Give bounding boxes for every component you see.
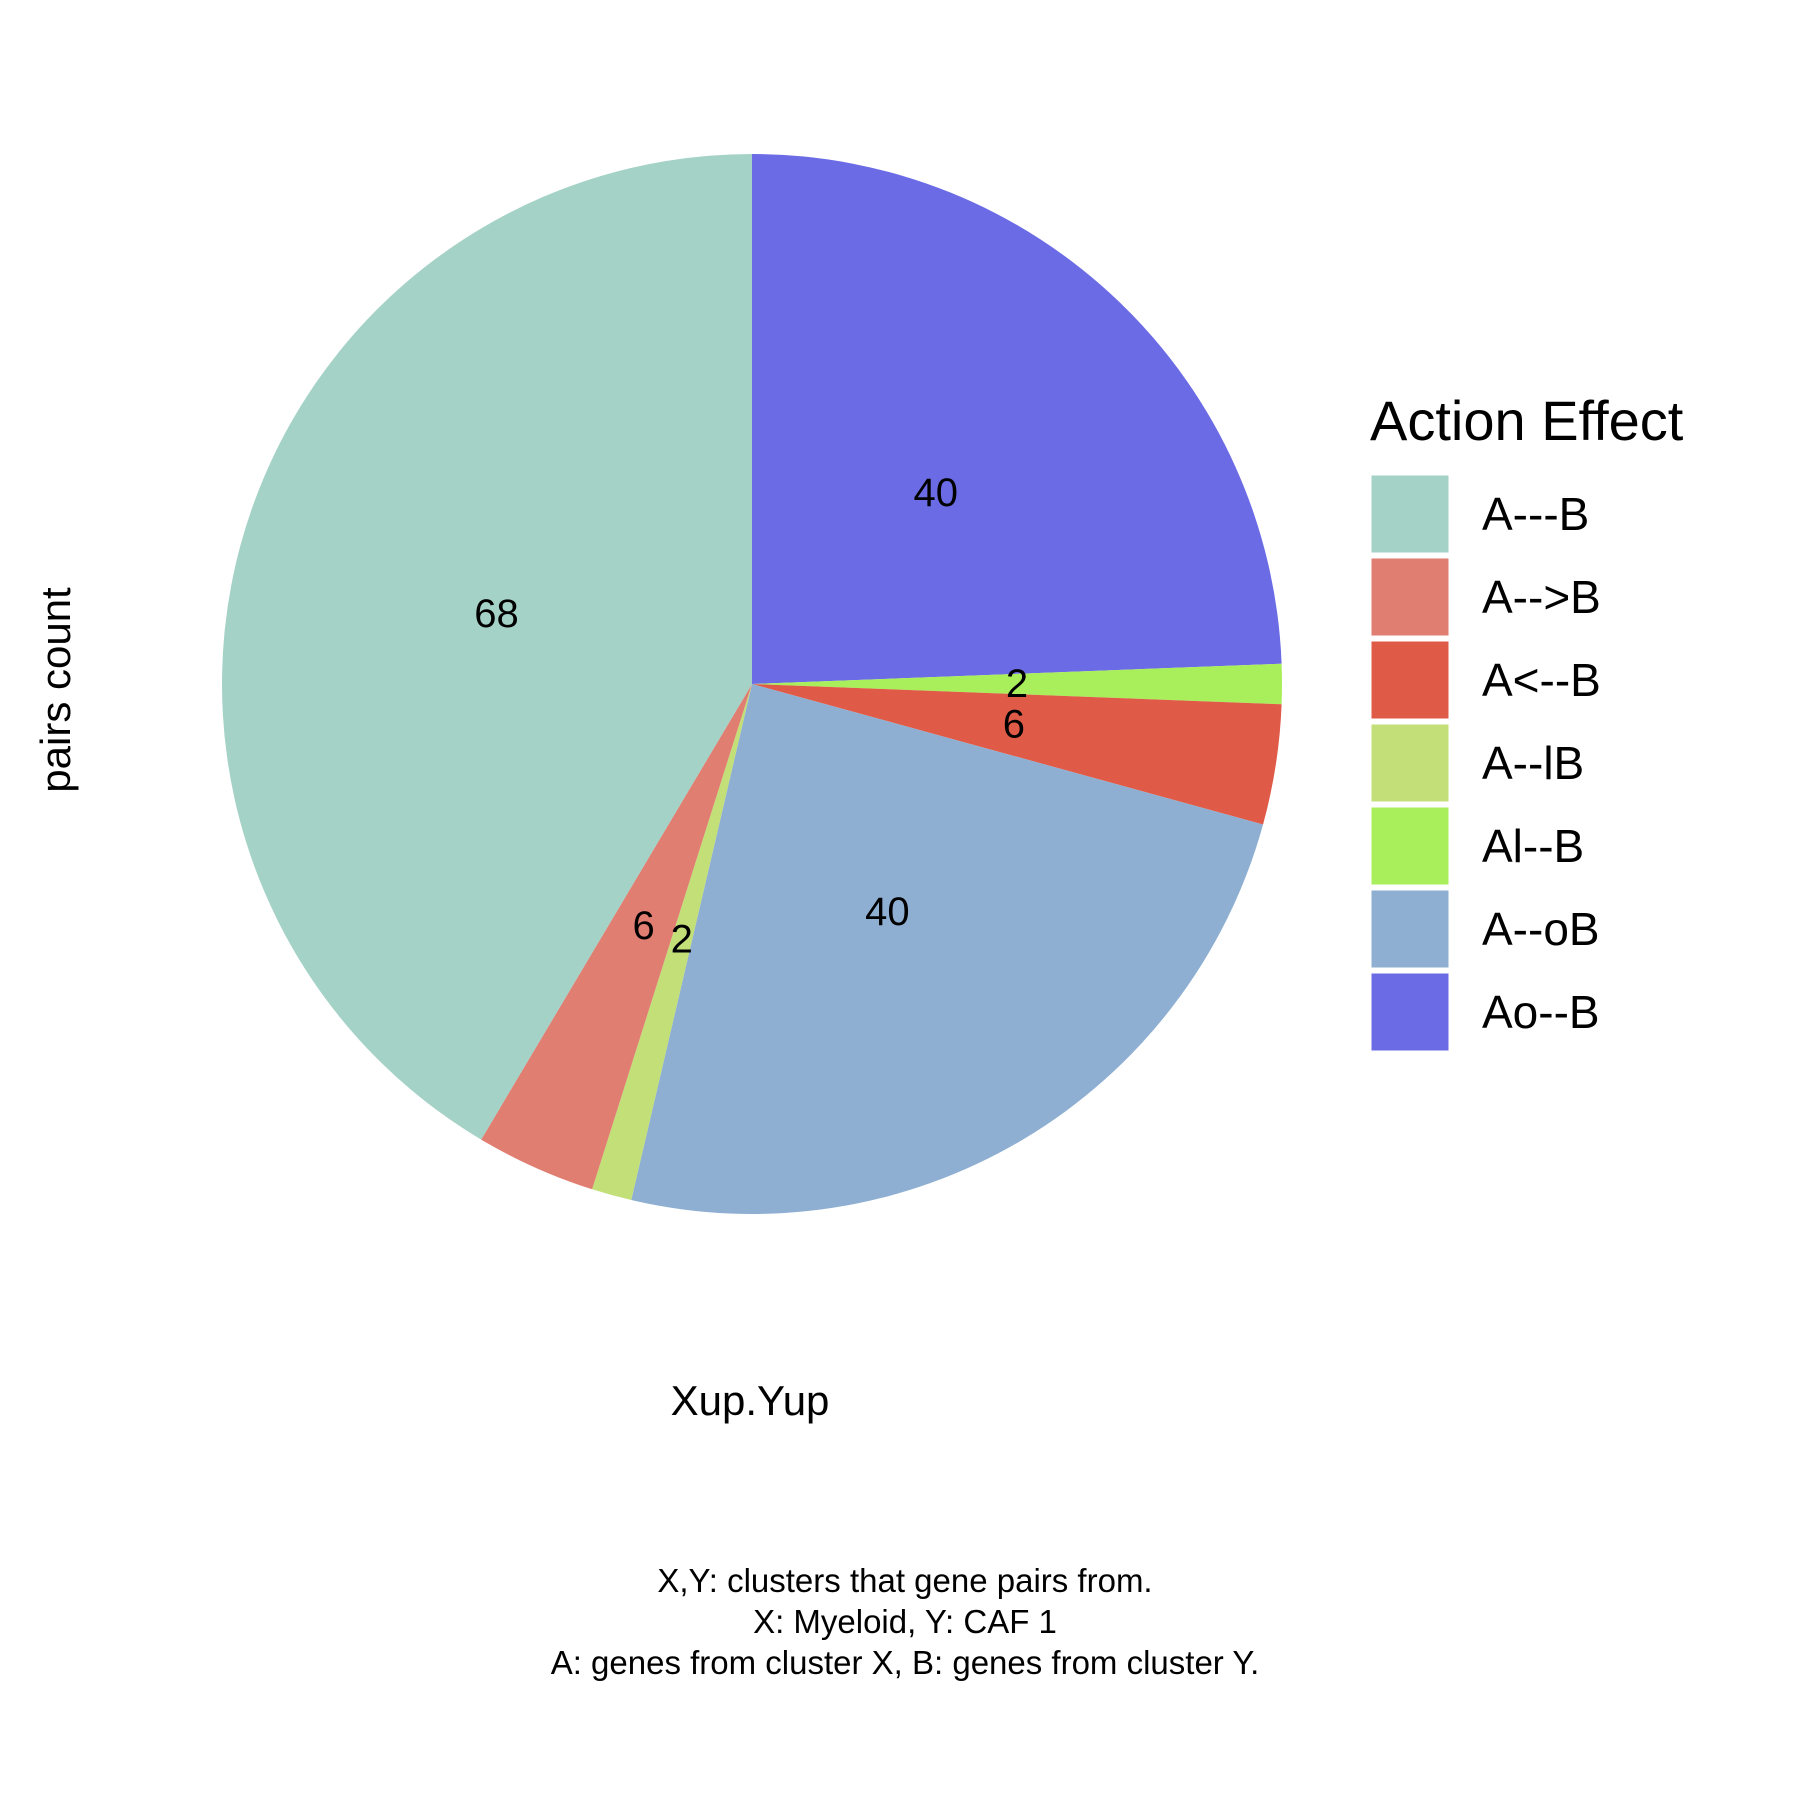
legend-swatch-a-gtb bbox=[1368, 555, 1452, 639]
caption-line-2: X: Myeloid, Y: CAF 1 bbox=[753, 1603, 1057, 1640]
pie-slice-a-gtb bbox=[481, 684, 752, 1190]
pie-slice-a-lb bbox=[592, 684, 752, 1201]
slice-label-alt-b: 6 bbox=[1003, 702, 1025, 746]
slice-label-a-b: 68 bbox=[474, 592, 519, 636]
pie-slice-ao-b bbox=[752, 154, 1282, 684]
y-axis-title: pairs count bbox=[32, 587, 79, 793]
pie-slice-a-ob bbox=[631, 684, 1264, 1214]
caption: X,Y: clusters that gene pairs from. X: M… bbox=[551, 1562, 1260, 1681]
x-axis-title: Xup.Yup bbox=[671, 1377, 830, 1424]
legend-label-a-lb: A--lB bbox=[1482, 737, 1584, 789]
legend-swatch-alt-b bbox=[1368, 638, 1452, 722]
legend-label-ao-b: Ao--B bbox=[1482, 986, 1600, 1038]
slice-label-ao-b: 40 bbox=[914, 471, 959, 515]
legend-swatch-al-b bbox=[1368, 804, 1452, 888]
slice-label-al-b: 2 bbox=[1006, 662, 1028, 706]
legend-swatch-a-ob bbox=[1368, 887, 1452, 971]
slice-label-a-lb: 2 bbox=[671, 918, 693, 962]
pie-slice-al-b bbox=[752, 663, 1283, 705]
legend-title: Action Effect bbox=[1370, 389, 1684, 452]
legend-label-a-gtb: A-->B bbox=[1482, 571, 1601, 623]
legend-swatch-a-b bbox=[1368, 472, 1452, 556]
caption-line-1: X,Y: clusters that gene pairs from. bbox=[657, 1562, 1152, 1599]
slice-label-a-gtb: 6 bbox=[632, 904, 654, 948]
legend-label-al-b: Al--B bbox=[1482, 820, 1584, 872]
legend-label-a-ob: A--oB bbox=[1482, 903, 1600, 955]
legend-label-a-b: A---B bbox=[1482, 488, 1589, 540]
pie-slice-a-b bbox=[221, 154, 752, 1140]
legend-label-alt-b: A<--B bbox=[1482, 654, 1601, 706]
pie-slices bbox=[221, 154, 1283, 1214]
legend-swatch-ao-b bbox=[1368, 970, 1452, 1054]
caption-line-3: A: genes from cluster X, B: genes from c… bbox=[551, 1644, 1260, 1681]
slice-label-a-ob: 40 bbox=[865, 890, 910, 934]
legend-swatch-a-lb bbox=[1368, 721, 1452, 805]
pie-slice-alt-b bbox=[752, 684, 1282, 825]
legend: Action Effect A---B A-->B A<--B A--lB Al--B A… bbox=[1368, 389, 1684, 1054]
